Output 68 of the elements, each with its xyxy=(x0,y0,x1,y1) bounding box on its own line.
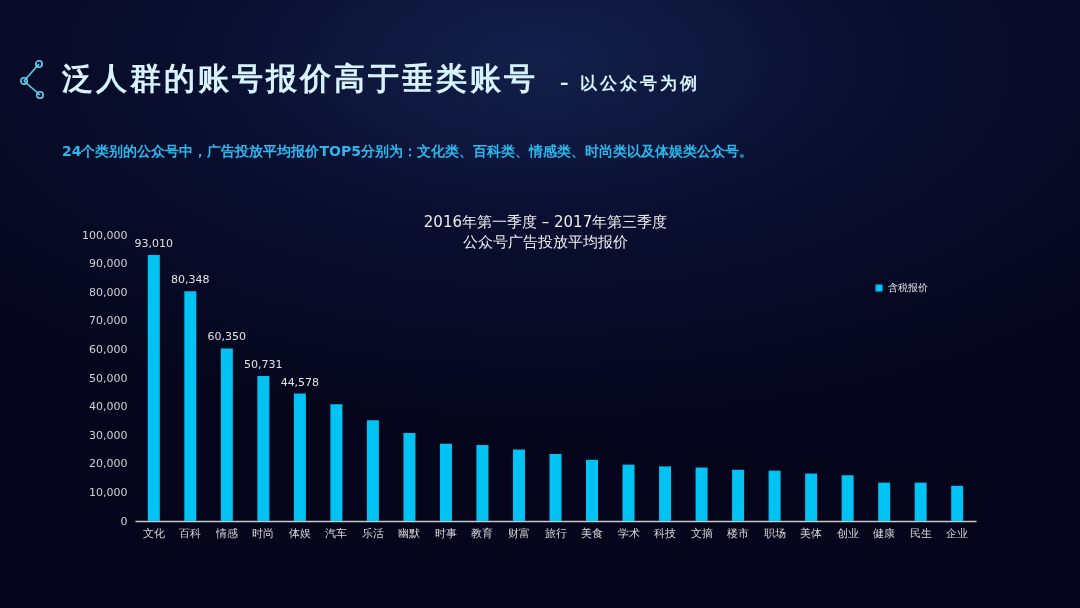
y-tick-label: 80,000 xyxy=(89,285,128,299)
data-label: 44,578 xyxy=(280,375,320,389)
x-tick-label: 旅行 xyxy=(544,526,567,540)
x-tick-label: 财富 xyxy=(507,526,530,540)
bar xyxy=(147,254,160,521)
y-tick-label: 10,000 xyxy=(89,485,128,499)
y-tick-label: 0 xyxy=(120,514,128,528)
text: 2016年第一季度 – 2017年第三季度 xyxy=(423,213,668,231)
x-tick-label: 创业 xyxy=(836,526,859,540)
bar xyxy=(768,470,781,521)
bar xyxy=(184,291,197,521)
bar xyxy=(293,393,306,521)
x-tick-label: 文化 xyxy=(142,526,165,540)
y-tick-label: 100,000 xyxy=(82,228,128,242)
y-tick-label: 70,000 xyxy=(89,314,128,328)
y-tick-label: 20,000 xyxy=(89,457,128,471)
bar xyxy=(549,454,562,521)
bar xyxy=(439,443,452,521)
bar xyxy=(330,404,343,521)
data-label: 50,731 xyxy=(244,357,283,371)
data-label: 93,010 xyxy=(134,236,174,250)
bar xyxy=(659,466,672,521)
annotation: 公众号广告投放平均报价 xyxy=(463,233,628,251)
x-tick-label: 民生 xyxy=(909,526,932,540)
x-tick-label: 企业 xyxy=(946,526,969,540)
bar xyxy=(512,449,525,521)
x-tick-label: 文摘 xyxy=(690,526,713,540)
bar xyxy=(220,348,233,521)
x-tick-label: 职场 xyxy=(763,526,786,540)
data-label: 80,348 xyxy=(171,273,210,287)
bar xyxy=(476,444,489,521)
y-tick-label: 40,000 xyxy=(89,400,128,414)
data-label: 60,350 xyxy=(207,330,247,344)
x-tick-label: 科技 xyxy=(654,526,677,540)
y-tick-label: 30,000 xyxy=(89,428,128,442)
bar xyxy=(914,482,927,521)
y-tick-label: 60,000 xyxy=(89,342,128,356)
legend-label: 含税报价 xyxy=(888,282,928,293)
bar xyxy=(403,432,416,521)
y-tick-label: 50,000 xyxy=(89,371,128,385)
x-tick-label: 楼市 xyxy=(727,526,750,540)
x-tick-label: 乐活 xyxy=(361,526,384,540)
x-tick-label: 时尚 xyxy=(252,526,275,540)
x-tick-label: 汽车 xyxy=(325,526,348,540)
x-tick-label: 学术 xyxy=(617,526,640,540)
bar xyxy=(257,375,270,521)
x-tick-label: 百科 xyxy=(179,526,202,540)
chart-subtitle: – 以公众号为例 xyxy=(560,72,701,95)
bar xyxy=(695,467,708,521)
bar xyxy=(366,420,379,521)
x-tick-label: 幽默 xyxy=(398,526,421,540)
x-tick-label: 时事 xyxy=(434,526,457,540)
bar xyxy=(622,464,635,521)
bar xyxy=(841,475,854,521)
bar xyxy=(805,473,818,521)
text: 24个类别的公众号中，广告投放平均报价TOP5分别为：文化类、百科类、情感类、时尚类以及体娱类公众号。 xyxy=(62,143,753,161)
x-tick-label: 美食 xyxy=(581,526,604,540)
chart-title: 泛人群的账号报价高于垂类账号 xyxy=(62,59,538,98)
bar xyxy=(878,482,891,521)
x-tick-label: 美体 xyxy=(800,526,823,540)
x-tick-label: 教育 xyxy=(471,526,494,540)
x-tick-label: 情感 xyxy=(214,526,238,540)
bar xyxy=(732,469,745,521)
y-tick-label: 90,000 xyxy=(89,257,128,271)
x-tick-label: 体娱 xyxy=(288,526,311,540)
x-tick-label: 健康 xyxy=(873,526,896,540)
bar xyxy=(951,485,964,521)
bar xyxy=(586,459,599,521)
